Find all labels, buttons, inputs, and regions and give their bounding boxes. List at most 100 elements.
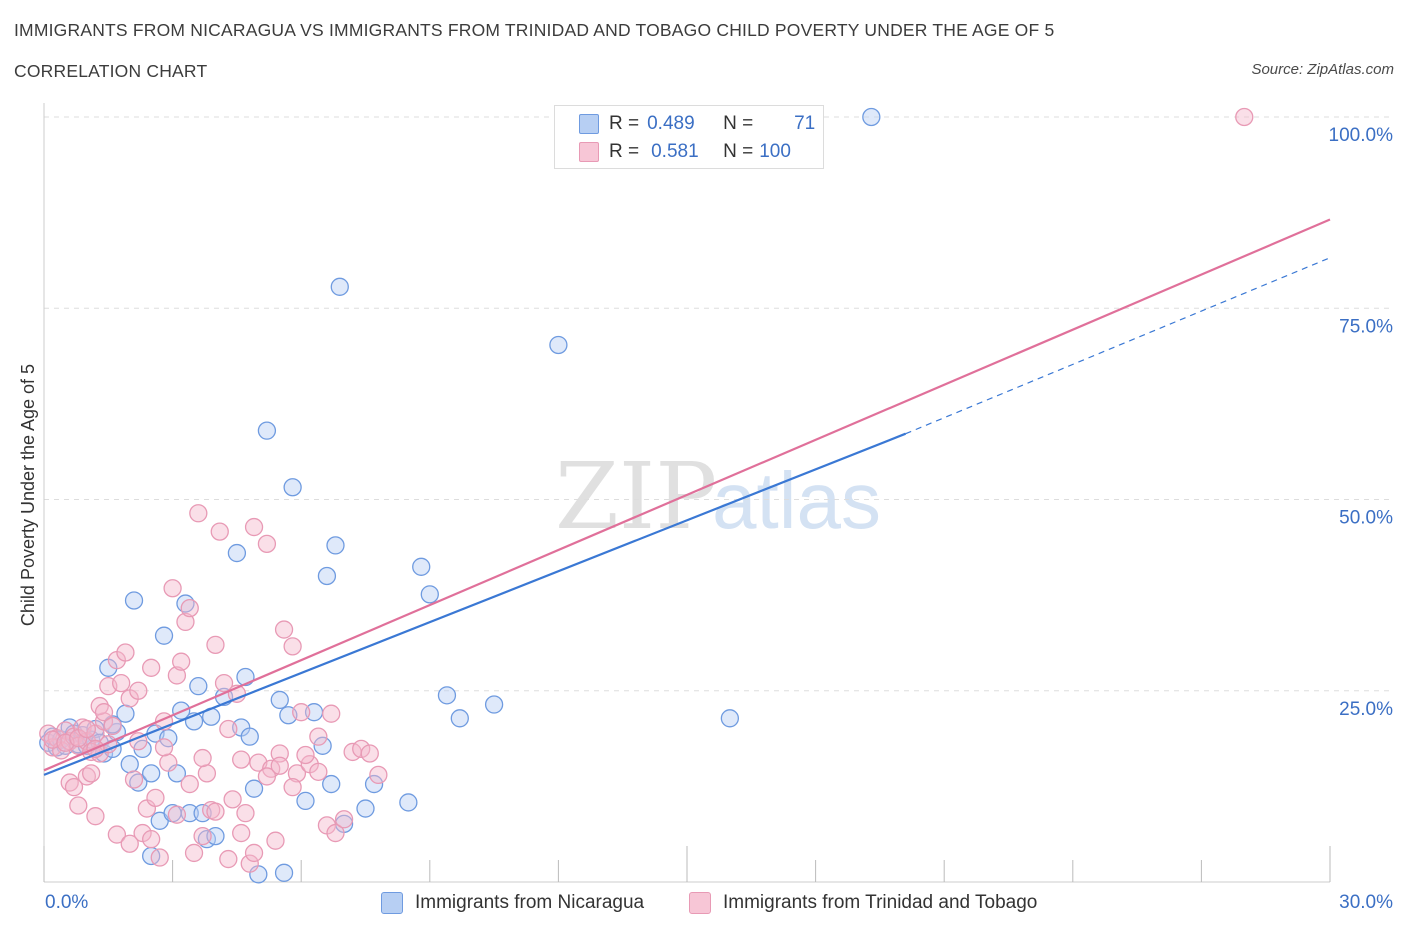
point-nicaragua: [330, 277, 349, 296]
point-nicaragua: [326, 536, 345, 555]
trend-lines: [43, 218, 1331, 776]
point-trinidad: [77, 719, 97, 739]
point-trinidad: [150, 848, 169, 867]
legend-r-value: 0.489: [647, 113, 695, 134]
point-nicaragua: [244, 779, 264, 798]
point-trinidad: [142, 830, 161, 849]
point-trinidad: [112, 673, 131, 693]
series-legend-trinidad: Immigrants from Trinidad and Tobago: [689, 889, 1037, 917]
point-trinidad: [107, 825, 127, 844]
legend-row-trinidad: R = 0.581 N = 100: [579, 138, 805, 166]
point-trinidad: [146, 788, 165, 807]
point-trinidad: [266, 831, 285, 850]
chart-title: IMMIGRANTS FROM NICARAGUA VS IMMIGRANTS …: [14, 20, 1055, 40]
legend-n-label: N =: [723, 113, 754, 134]
point-trinidad: [69, 796, 88, 815]
point-nicaragua: [227, 543, 247, 563]
correlation-legend: R = 0.489 N = 71 R = 0.581 N = 100: [554, 105, 824, 169]
point-nicaragua: [283, 478, 302, 497]
point-nicaragua: [437, 686, 457, 705]
point-trinidad: [86, 807, 105, 826]
point-trinidad: [167, 666, 187, 685]
point-trinidad: [232, 823, 251, 843]
point-nicaragua: [549, 335, 568, 355]
point-trinidad: [214, 673, 234, 693]
point-trinidad: [257, 767, 277, 786]
y-tick-label: 25.0%: [1339, 699, 1393, 720]
point-trinidad: [193, 826, 212, 846]
point-trinidad: [82, 764, 101, 783]
point-trinidad: [210, 522, 229, 541]
point-nicaragua: [862, 107, 881, 127]
point-nicaragua: [142, 764, 161, 783]
data-points: [39, 107, 1254, 884]
point-trinidad: [180, 774, 199, 794]
point-trinidad: [283, 777, 302, 797]
point-trinidad: [360, 744, 379, 763]
x-tick-label-min: 0.0%: [45, 892, 88, 913]
point-nicaragua: [450, 709, 469, 728]
point-nicaragua: [189, 677, 208, 696]
series-legend: Immigrants from Nicaragua Immigrants fro…: [0, 889, 1406, 917]
point-nicaragua: [317, 566, 337, 586]
point-nicaragua: [484, 695, 504, 714]
point-nicaragua: [240, 727, 259, 746]
legend-row-nicaragua: R = 0.489 N = 71: [579, 110, 815, 138]
point-nicaragua: [206, 826, 225, 846]
legend-swatch-pink: [579, 142, 599, 162]
point-nicaragua: [399, 793, 418, 812]
point-trinidad: [206, 635, 225, 654]
point-trinidad: [129, 681, 148, 700]
point-trinidad: [206, 802, 225, 821]
point-trinidad: [292, 703, 311, 722]
point-trinidad: [296, 745, 315, 765]
legend-n-value: 100: [759, 141, 791, 162]
point-nicaragua: [364, 774, 384, 794]
point-trinidad: [283, 637, 302, 656]
point-trinidad: [309, 762, 328, 781]
trend-line-nicaragua-extension: [905, 257, 1331, 435]
y-axis-title: Child Poverty Under the Age of 5: [18, 364, 38, 626]
point-nicaragua: [356, 799, 375, 818]
point-nicaragua: [322, 774, 341, 794]
x-tick-label-max: 30.0%: [1339, 892, 1393, 913]
point-trinidad: [197, 764, 217, 783]
chart-subtitle: CORRELATION CHART: [14, 61, 208, 81]
series-label-trinidad: Immigrants from Trinidad and Tobago: [723, 892, 1038, 913]
point-trinidad: [189, 504, 208, 523]
y-tick-label: 100.0%: [1329, 125, 1394, 146]
point-trinidad: [159, 753, 178, 772]
point-trinidad: [369, 765, 388, 785]
point-nicaragua: [420, 585, 439, 604]
point-trinidad: [154, 738, 174, 757]
point-nicaragua: [257, 421, 277, 440]
legend-r-label: R =: [609, 113, 640, 134]
point-nicaragua: [296, 791, 315, 811]
point-trinidad: [223, 790, 242, 809]
legend-r-value: 0.581: [651, 141, 699, 162]
point-trinidad: [184, 843, 204, 863]
legend-n-value: 71: [794, 113, 816, 134]
trend-line-trinidad: [43, 218, 1331, 772]
point-nicaragua: [274, 863, 294, 882]
point-trinidad: [219, 719, 238, 739]
point-trinidad: [352, 739, 371, 759]
point-trinidad: [287, 764, 307, 783]
point-trinidad: [94, 703, 114, 722]
point-nicaragua: [270, 690, 289, 710]
legend-r-label: R =: [609, 141, 640, 162]
point-trinidad: [274, 620, 294, 639]
point-trinidad: [219, 849, 238, 869]
point-trinidad: [257, 534, 277, 554]
point-trinidad: [309, 727, 328, 746]
series-swatch-pink: [689, 892, 711, 914]
watermark-atlas: atlas: [712, 456, 881, 545]
point-nicaragua: [154, 626, 174, 645]
point-trinidad: [172, 652, 191, 671]
point-trinidad: [163, 579, 182, 598]
gridlines: [44, 116, 1390, 692]
series-label-nicaragua: Immigrants from Nicaragua: [415, 892, 645, 913]
point-trinidad: [124, 770, 144, 789]
point-trinidad: [103, 716, 122, 736]
